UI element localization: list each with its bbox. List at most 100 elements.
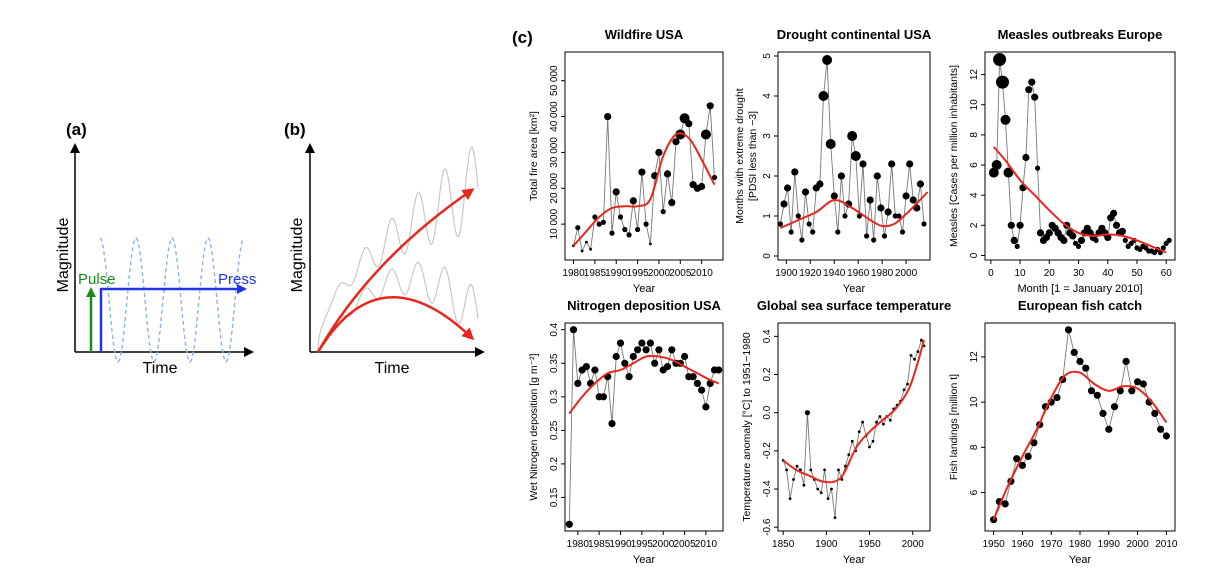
data-point <box>916 180 925 188</box>
data-point <box>711 174 718 181</box>
data-point <box>668 346 676 354</box>
x-tick-label: 1970 <box>1040 539 1063 550</box>
x-tick-label: 2000 <box>652 539 675 550</box>
data-point <box>899 229 906 235</box>
y-tick-label: -0.4 <box>762 480 773 498</box>
data-point <box>1070 348 1078 356</box>
data-point <box>649 242 652 246</box>
data-point <box>643 221 649 227</box>
data-point <box>715 366 723 374</box>
data-point <box>795 464 799 468</box>
x-axis-label: Year <box>843 283 866 295</box>
data-point <box>612 188 620 196</box>
data-point <box>816 487 820 491</box>
y-tick-label: 5 <box>762 53 773 59</box>
y-axis-label: Temperature anomaly [°C] to 1951−1980 <box>741 332 753 522</box>
data-point <box>1082 364 1090 372</box>
x-tick-label: 2000 <box>648 268 671 279</box>
data-point <box>638 339 646 347</box>
data-point <box>837 468 840 472</box>
x-tick-label: 0 <box>988 268 994 279</box>
data-point <box>871 237 877 243</box>
data-point <box>780 200 788 208</box>
data-point <box>873 172 881 180</box>
data-line <box>779 59 925 241</box>
data-point <box>906 382 909 386</box>
data-point <box>621 359 629 367</box>
data-point <box>642 346 650 354</box>
y-tick-label: 0 <box>762 253 773 259</box>
data-point <box>1110 403 1119 411</box>
data-point <box>920 338 923 342</box>
x-tick-label: 1985 <box>584 268 607 279</box>
x-tick-label: 1900 <box>775 268 798 279</box>
y-tick-label: 4 <box>969 192 980 198</box>
data-point <box>596 221 602 227</box>
data-point <box>864 233 870 239</box>
y-tick-label: 0.2 <box>549 457 560 471</box>
data-line <box>782 338 925 518</box>
data-point <box>1104 233 1112 241</box>
data-point <box>1093 391 1101 399</box>
data-point <box>574 379 582 387</box>
data-point <box>993 53 1007 66</box>
trend-line <box>780 191 929 229</box>
x-tick-label: 1990 <box>1098 539 1121 550</box>
data-point <box>902 192 910 200</box>
data-point <box>1076 357 1084 365</box>
data-point <box>833 516 837 519</box>
y-tick-label: 10 <box>969 396 980 408</box>
y-axis-label: Months with extreme drought <box>734 88 746 223</box>
data-point <box>859 160 867 168</box>
chart-title: Wildfire USA <box>605 27 684 42</box>
data-point <box>799 237 805 243</box>
data-point <box>850 151 861 161</box>
data-point <box>635 226 641 233</box>
panel-a-press-line <box>99 284 247 352</box>
data-point <box>819 491 823 495</box>
data-point <box>681 352 689 361</box>
y-tick-label: 6 <box>969 489 980 495</box>
data-point <box>785 468 788 472</box>
data-point <box>617 214 624 220</box>
panel-a-xlabel: Time <box>143 360 178 377</box>
data-point <box>784 184 792 192</box>
chart-frame <box>984 322 1176 532</box>
x-tick-label: 2000 <box>1126 539 1149 550</box>
data-point <box>1003 167 1014 178</box>
x-axis-label: Year <box>633 283 656 295</box>
data-point <box>991 160 1002 170</box>
x-tick-label: 1980 <box>1069 539 1092 550</box>
panel-b-oscillation-lower <box>317 261 479 353</box>
data-point <box>625 373 633 381</box>
y-axis-label: Measles [Cases per million inhabitants] <box>948 65 960 247</box>
data-point <box>1018 461 1026 469</box>
x-tick-label: 2005 <box>673 539 696 550</box>
trend-line <box>572 132 716 247</box>
data-point <box>1099 409 1107 417</box>
chart-title: Measles outbreaks Europe <box>998 27 1163 42</box>
data-point <box>892 213 898 219</box>
x-tick-label: 1995 <box>631 539 654 550</box>
data-point <box>655 346 663 354</box>
data-point <box>1001 500 1009 508</box>
data-point <box>565 520 573 528</box>
y-axis-label: Total fire area [km²] <box>528 111 540 201</box>
data-point <box>818 91 829 101</box>
trend-line <box>568 354 720 415</box>
data-point <box>589 247 592 251</box>
trend-line <box>993 146 1167 254</box>
chart-title: Global sea surface temperature <box>757 298 951 313</box>
data-point <box>795 213 801 219</box>
data-point <box>792 478 795 481</box>
y-axis-label: [PDSI less than −3] <box>747 111 759 201</box>
y-tick-label: 12 <box>969 351 980 363</box>
x-axis-label: Year <box>633 554 656 566</box>
data-point <box>1116 387 1124 395</box>
y-tick-label: 2 <box>969 222 980 228</box>
data-point <box>868 445 871 449</box>
data-point <box>777 221 784 227</box>
x-tick-label: 2005 <box>669 268 692 279</box>
